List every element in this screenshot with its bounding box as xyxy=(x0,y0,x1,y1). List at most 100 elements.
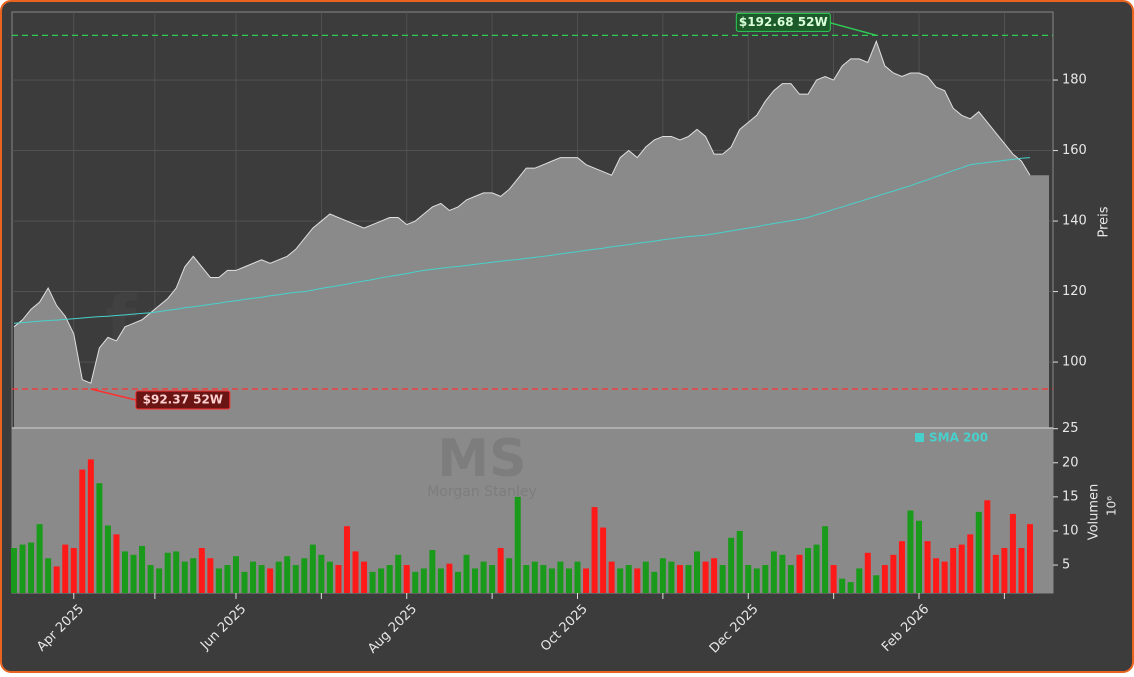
volume-bar xyxy=(540,565,547,593)
y-tick-label: 120 xyxy=(1062,284,1087,299)
volume-bar xyxy=(343,526,350,593)
volume-bar xyxy=(685,565,692,593)
volume-bar xyxy=(472,568,479,593)
volume-bar xyxy=(386,565,393,593)
volume-bar xyxy=(326,561,333,593)
y-label: Preis xyxy=(1097,206,1112,237)
y-tick-label: 5 xyxy=(1062,558,1070,573)
volume-bar xyxy=(70,548,77,593)
volume-bar xyxy=(787,565,794,593)
volume-bar xyxy=(890,554,897,593)
volume-bar xyxy=(198,548,205,593)
volume-bar xyxy=(275,561,282,593)
volume-bar xyxy=(224,565,231,593)
volume-bar xyxy=(813,544,820,593)
volume-bar xyxy=(719,565,726,593)
volume-label: Volumen xyxy=(1087,484,1102,541)
volume-bar xyxy=(873,575,880,593)
volume-bar xyxy=(916,520,923,593)
volume-bar xyxy=(28,542,35,593)
volume-bar xyxy=(728,537,735,593)
volume-bar xyxy=(429,550,436,593)
volume-bar xyxy=(967,534,974,593)
volume-bar xyxy=(121,551,128,593)
volume-bar xyxy=(19,544,26,593)
volume-bar xyxy=(164,552,171,593)
volume-bar xyxy=(104,525,111,593)
price-line xyxy=(13,39,1031,384)
volume-bar xyxy=(608,561,615,593)
y-tick-label: 180 xyxy=(1062,73,1087,88)
volume-bar xyxy=(489,565,496,593)
volume-bar xyxy=(736,530,743,593)
volume-bar xyxy=(548,568,555,593)
volume-bar xyxy=(694,551,701,593)
volume-bar xyxy=(898,541,905,593)
volume-bar xyxy=(557,561,564,593)
volume-bar xyxy=(762,565,769,593)
volume-bar xyxy=(523,565,530,593)
volume-bar xyxy=(583,568,590,593)
volume-bar xyxy=(625,565,632,593)
low-label: $92.37 52W xyxy=(143,392,223,406)
volume-bar xyxy=(232,556,239,593)
volume-bar xyxy=(668,561,675,593)
volume-bar xyxy=(514,496,521,593)
volume-bar xyxy=(1009,513,1016,593)
volume-bar xyxy=(79,469,86,593)
volume-bar xyxy=(574,561,581,593)
volume-bar xyxy=(907,510,914,593)
volume-bar xyxy=(830,565,837,593)
y-tick-label: 25 xyxy=(1062,421,1079,436)
legend-swatch xyxy=(915,433,924,442)
volume-bar xyxy=(241,571,248,593)
volume-bar xyxy=(822,526,829,593)
volume-bar xyxy=(753,568,760,593)
volume-bar xyxy=(139,545,146,593)
volume-bar xyxy=(113,534,120,593)
volume-bar xyxy=(437,568,444,593)
y-tick-label: 100 xyxy=(1062,355,1087,370)
volume-bar xyxy=(676,565,683,593)
y-tick-label: 10 xyxy=(1062,523,1079,538)
volume-bar xyxy=(335,565,342,593)
volume-bar xyxy=(984,500,991,593)
volume-bar xyxy=(941,561,948,593)
price-area xyxy=(14,41,1049,428)
volume-bar xyxy=(992,554,999,593)
legend-label: SMA 200 xyxy=(929,431,988,445)
volume-bar xyxy=(147,565,154,593)
volume-bar xyxy=(96,483,103,593)
volume-bar xyxy=(130,554,137,593)
company: Morgan Stanley xyxy=(427,484,537,500)
volume-bar xyxy=(207,558,214,593)
volume-bar xyxy=(318,554,325,593)
low-label-box xyxy=(135,390,231,410)
volume-bar xyxy=(36,524,43,593)
volume-bar xyxy=(250,561,257,593)
low-arrow xyxy=(90,388,137,401)
high-label-box xyxy=(735,12,831,32)
volume-bar xyxy=(651,571,658,593)
y-tick-label: 15 xyxy=(1062,489,1079,504)
volume-bar xyxy=(378,568,385,593)
volume-bar xyxy=(301,558,308,593)
volume-bar xyxy=(369,571,376,593)
volume-bar xyxy=(856,568,863,593)
volume-bar xyxy=(420,568,427,593)
volume-bar xyxy=(958,544,965,593)
volume-bar xyxy=(267,568,274,593)
volume-bar xyxy=(1001,548,1008,593)
volume-bar xyxy=(190,558,197,593)
volume-bar xyxy=(745,565,752,593)
volume-bar xyxy=(403,565,410,593)
volume-bar xyxy=(659,558,666,593)
volume-bar xyxy=(702,561,709,593)
volume-bar xyxy=(796,554,803,593)
volume-bar xyxy=(395,554,402,593)
volume-bar xyxy=(292,565,299,593)
volume-bar xyxy=(881,565,888,593)
volume-bar xyxy=(805,548,812,593)
